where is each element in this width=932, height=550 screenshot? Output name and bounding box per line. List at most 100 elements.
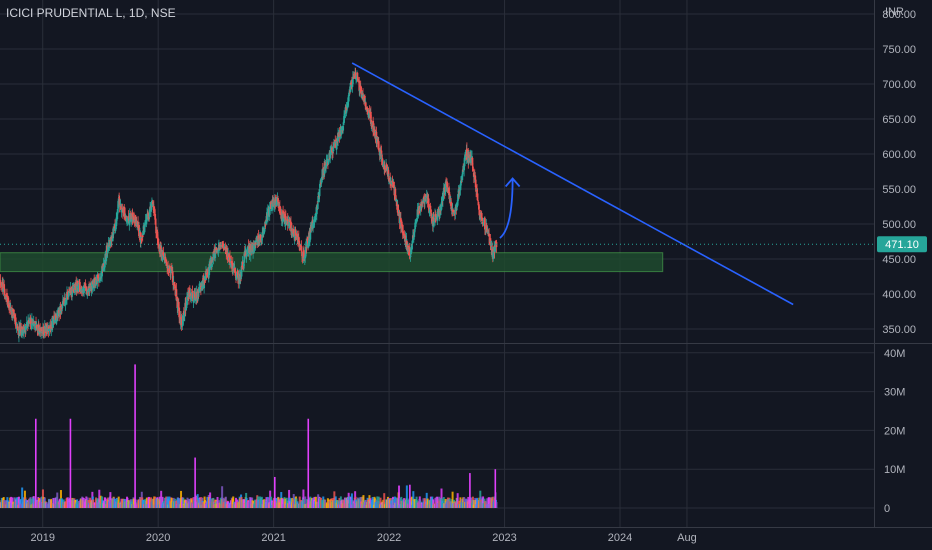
candle-body [24,326,27,331]
candle-body [21,328,24,331]
candle-body [169,273,172,275]
symbol-title[interactable]: ICICI PRUDENTIAL L, 1D, NSE [6,6,176,20]
candle-body [85,290,88,295]
candle-body [181,315,184,326]
time-tick-label: Aug [677,532,697,544]
volume-bar [182,497,185,508]
candle-body [257,236,260,246]
volume-spike [134,364,136,508]
candle-body [60,310,62,313]
candle-body [468,156,471,159]
candle-body [317,196,320,203]
candle-body [151,201,154,206]
candle-body [69,290,72,291]
volume-spike [494,469,497,508]
candle-body [152,204,155,206]
candle-body [29,319,31,322]
candle-body [242,263,245,267]
candle-body [219,248,222,249]
candle-body [191,292,194,297]
candle-body [0,280,2,285]
candle-body [478,206,480,209]
volume-series [0,364,498,508]
candle-body [377,141,380,150]
currency-label: INR [885,6,904,18]
candle-body [110,236,113,242]
candle-body [22,327,24,330]
candle-body [117,201,120,209]
candle-body [304,246,307,257]
candle-body [447,187,450,193]
candle-body [455,203,458,208]
candle-body [458,189,461,195]
price-tick-label: 600.00 [882,149,916,161]
candle-body [148,209,151,217]
candle-body [478,209,481,216]
candle-body [57,309,60,311]
candle-body [34,321,37,331]
candle-body [374,129,376,136]
candle-body [351,77,354,85]
candle-body [31,319,34,324]
candle-body [138,225,140,237]
candle-body [391,180,394,182]
volume-axis[interactable]: 0 10M 20M 30M 40M [884,348,905,515]
candle-body [31,324,34,326]
candle-body [334,141,337,143]
candle-body [398,210,400,213]
candle-body [80,286,83,291]
candle-body [91,281,94,290]
candle-body [413,228,416,231]
candle-body [382,164,385,168]
candle-body [243,253,246,263]
candle-body [33,323,36,325]
candle-body [231,262,234,271]
candle-body [71,293,73,296]
candle-body [485,225,488,231]
candle-body [290,228,293,233]
volume-tick-label: 20M [884,425,905,437]
volume-bar [398,497,401,508]
candle-body [452,209,454,212]
candle-body [148,215,151,219]
candle-body [329,150,332,152]
candle-body [131,212,134,220]
candle-body [466,155,469,158]
candle-body [28,320,30,324]
candle-body [250,249,253,253]
candle-body [210,260,213,266]
candle-body [342,123,345,125]
candle-body [275,201,278,206]
candle-body [7,303,10,309]
candle-body [133,219,136,222]
candle-body [253,244,256,246]
time-axis[interactable]: 2019 2020 2021 2022 2023 2024 Aug [30,532,696,544]
candle-body [360,90,363,97]
candle-body [244,250,247,255]
volume-bar [440,488,443,508]
candle-body [355,78,357,80]
candle-body [448,192,451,199]
candle-body [407,245,410,250]
volume-bar [221,486,224,508]
volume-bar [350,493,353,508]
candle-body [313,222,315,226]
candle-body [429,206,431,212]
candle-body [254,242,257,244]
candle-body [432,217,435,222]
volume-bar [186,497,189,508]
price-axis[interactable]: 350.00 400.00 450.00 500.00 550.00 600.00 650.… [882,9,916,336]
candle-body [255,240,258,243]
candle-body [36,327,39,332]
candle-body [54,314,57,321]
trendline [351,62,794,306]
candle-body [271,203,273,210]
volume-bar [21,487,24,508]
time-tick-label: 2019 [30,532,54,544]
candle-body [283,217,285,222]
candle-body [77,283,80,292]
volume-bar [117,496,120,508]
volume-bar [456,493,459,508]
candle-body [216,248,219,251]
